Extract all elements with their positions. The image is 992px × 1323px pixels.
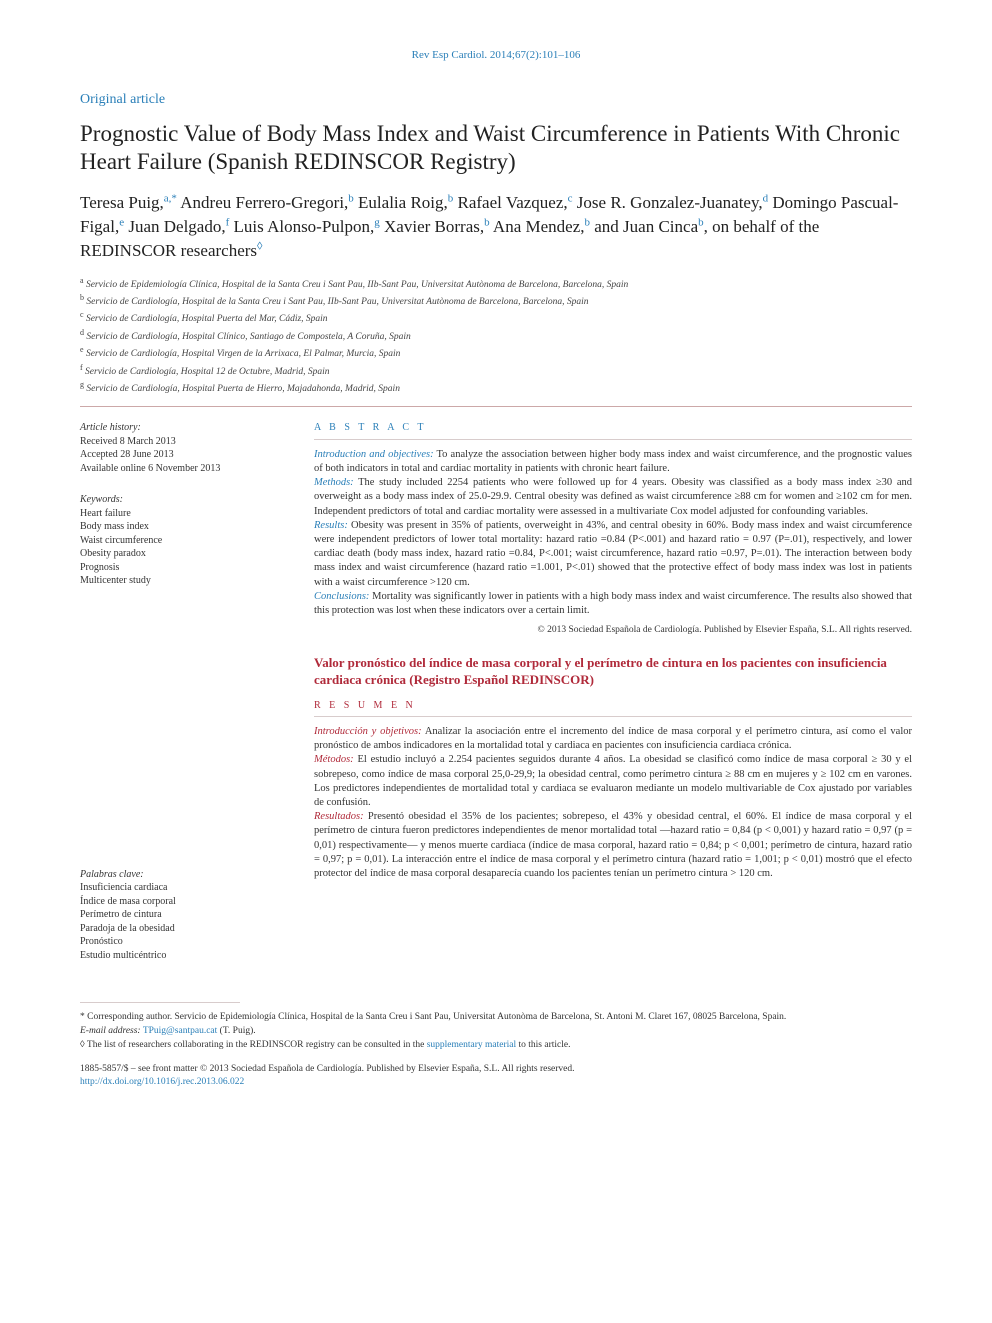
right-column: A B S T R A C T Introduction and objecti…	[314, 421, 912, 980]
abstract-en-head: A B S T R A C T	[314, 421, 912, 435]
history-online: Available online 6 November 2013	[80, 462, 290, 476]
keyword-es: Índice de masa corporal	[80, 895, 290, 909]
affiliations-list: a Servicio de Epidemiología Clínica, Hos…	[80, 275, 912, 397]
footnote-separator	[80, 1002, 240, 1003]
keyword-es: Paradoja de la obesidad	[80, 922, 290, 936]
keyword-en: Prognosis	[80, 561, 290, 575]
keyword-en: Heart failure	[80, 507, 290, 521]
corresponding-author: * Corresponding author. Servicio de Epid…	[80, 1011, 912, 1025]
doi-link[interactable]: http://dx.doi.org/10.1016/j.rec.2013.06.…	[80, 1077, 244, 1087]
copyright-en: © 2013 Sociedad Española de Cardiología.…	[314, 624, 912, 637]
article-history: Article history: Received 8 March 2013 A…	[80, 421, 290, 475]
keyword-en: Multicenter study	[80, 574, 290, 588]
history-accepted: Accepted 28 June 2013	[80, 448, 290, 462]
methods-label-es: Métodos:	[314, 754, 354, 765]
intro-label-es: Introducción y objetivos:	[314, 726, 422, 737]
affiliation-line: b Servicio de Cardiología, Hospital de l…	[80, 292, 912, 309]
history-head: Article history:	[80, 421, 290, 435]
results-label-en: Results:	[314, 520, 348, 531]
keywords-en-head: Keywords:	[80, 493, 290, 507]
conclusions-label-en: Conclusions:	[314, 591, 369, 602]
section-label: Original article	[80, 91, 912, 110]
diamond-tail: to this article.	[516, 1040, 570, 1050]
authors-list: Teresa Puig,a,* Andreu Ferrero-Gregori,b…	[80, 191, 912, 262]
keywords-es: Palabras clave: Insuficiencia cardiacaÍn…	[80, 868, 290, 963]
keyword-en: Obesity paradox	[80, 547, 290, 561]
left-column: Article history: Received 8 March 2013 A…	[80, 421, 290, 980]
diamond-text: ◊ The list of researchers collaborating …	[80, 1040, 427, 1050]
abstract-es-body: Introducción y objetivos: Analizar la as…	[314, 725, 912, 881]
spanish-title: Valor pronóstico del índice de masa corp…	[314, 655, 912, 689]
affiliation-line: c Servicio de Cardiología, Hospital Puer…	[80, 309, 912, 326]
thin-rule-es	[314, 716, 912, 717]
results-label-es: Resultados:	[314, 811, 364, 822]
supplementary-link[interactable]: supplementary material	[427, 1040, 516, 1050]
email-label: E-mail address:	[80, 1026, 141, 1036]
affiliation-line: e Servicio de Cardiología, Hospital Virg…	[80, 344, 912, 361]
article-title: Prognostic Value of Body Mass Index and …	[80, 120, 912, 178]
results-text-en: Obesity was present in 35% of patients, …	[314, 520, 912, 588]
methods-text-es: El estudio incluyó a 2.254 pacientes seg…	[314, 754, 912, 808]
front-matter: 1885-5857/$ – see front matter © 2013 So…	[80, 1063, 912, 1076]
affiliation-line: a Servicio de Epidemiología Clínica, Hos…	[80, 275, 912, 292]
keyword-es: Perímetro de cintura	[80, 908, 290, 922]
affiliation-line: d Servicio de Cardiología, Hospital Clín…	[80, 327, 912, 344]
keyword-en: Body mass index	[80, 520, 290, 534]
methods-label-en: Methods:	[314, 477, 354, 488]
keywords-en: Keywords: Heart failureBody mass indexWa…	[80, 493, 290, 588]
history-received: Received 8 March 2013	[80, 435, 290, 449]
methods-text-en: The study included 2254 patients who wer…	[314, 477, 912, 516]
affiliation-line: g Servicio de Cardiología, Hospital Puer…	[80, 379, 912, 396]
keyword-es: Insuficiencia cardiaca	[80, 881, 290, 895]
abstract-en-body: Introduction and objectives: To analyze …	[314, 448, 912, 618]
journal-citation: Rev Esp Cardiol. 2014;67(2):101–106	[80, 48, 912, 63]
results-text-es: Presentó obesidad el 35% de los paciente…	[314, 811, 912, 879]
email-link[interactable]: TPuig@santpau.cat	[143, 1026, 217, 1036]
footnotes: * Corresponding author. Servicio de Epid…	[80, 1011, 912, 1052]
conclusions-text-en: Mortality was significantly lower in pat…	[314, 591, 912, 616]
keyword-es: Pronóstico	[80, 935, 290, 949]
two-column-layout: Article history: Received 8 March 2013 A…	[80, 421, 912, 980]
keywords-es-head: Palabras clave:	[80, 868, 290, 882]
abstract-es-head: R E S U M E N	[314, 699, 912, 713]
separator-rule	[80, 406, 912, 407]
keyword-en: Waist circumference	[80, 534, 290, 548]
keyword-es: Estudio multicéntrico	[80, 949, 290, 963]
email-line: E-mail address: TPuig@santpau.cat (T. Pu…	[80, 1025, 912, 1039]
doi-block: 1885-5857/$ – see front matter © 2013 So…	[80, 1063, 912, 1089]
affiliation-line: f Servicio de Cardiología, Hospital 12 d…	[80, 362, 912, 379]
email-author: (T. Puig).	[220, 1026, 256, 1036]
diamond-footnote: ◊ The list of researchers collaborating …	[80, 1039, 912, 1053]
intro-label-en: Introduction and objectives:	[314, 449, 434, 460]
thin-rule	[314, 439, 912, 440]
